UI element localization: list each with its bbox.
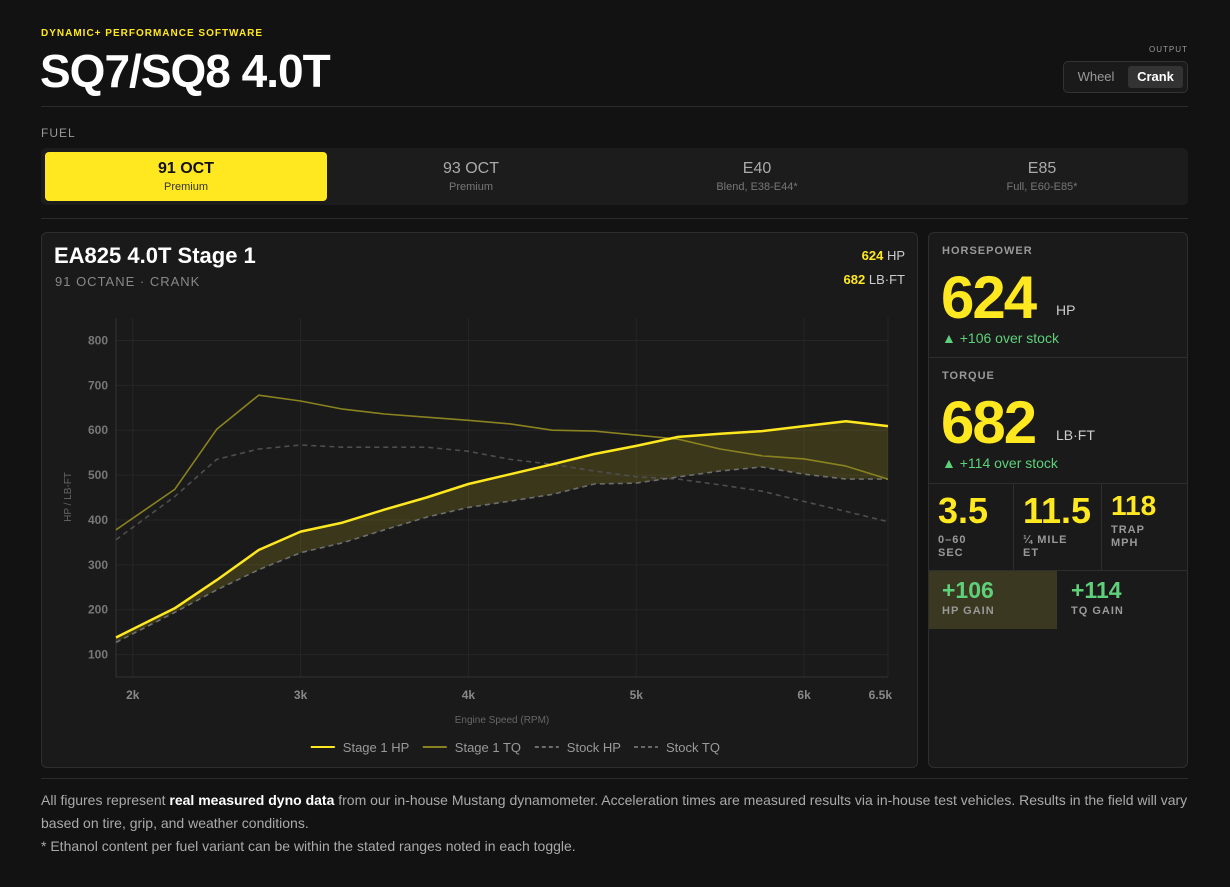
page-title: SQ7/SQ8 4.0T <box>40 45 331 97</box>
y-tick-label: 200 <box>88 603 108 617</box>
series-line <box>115 419 889 639</box>
peak-unit: HP <box>886 248 905 263</box>
x-tick-label: 4k <box>462 688 476 702</box>
chart-panel: EA825 4.0T Stage 1 91 OCTANE · CRANK 624… <box>41 232 918 768</box>
stat-block: TORQUE 682 LB·FT ▲ +114 over stock <box>929 358 1187 484</box>
eyebrow: DYNAMIC+ PERFORMANCE SOFTWARE <box>41 28 264 39</box>
tab-name: E85 <box>1027 160 1057 177</box>
metric-value: 3.5 <box>938 490 989 531</box>
stats-panel: HORSEPOWER 624 HP ▲ +106 over stock TORQ… <box>928 232 1188 768</box>
chart-title: EA825 4.0T Stage 1 <box>54 243 256 268</box>
metric: 3.5 0–60 SEC <box>929 484 1014 571</box>
gain: +106 HP GAIN <box>929 571 1057 629</box>
metric-value: 118 <box>1111 490 1157 521</box>
chart-subtitle: 91 OCTANE · CRANK <box>55 274 201 289</box>
toggle-option[interactable]: Wheel <box>1077 69 1115 84</box>
x-tick-label: 6k <box>797 688 811 702</box>
gain-area <box>116 421 888 643</box>
legend-item: Stage 1 TQ <box>422 740 521 755</box>
gain-value: +106 <box>942 577 994 603</box>
peak-value: 624 <box>861 248 884 263</box>
series-line <box>115 444 889 541</box>
chart: 100 200 300 400 500 600 700 800 2k 3k 4k 5k 6k 6.5k En… <box>63 318 893 755</box>
footer-text: All figures represent <box>41 792 170 808</box>
x-tick-label: 3k <box>294 688 308 702</box>
fuel-tab[interactable]: 91 OCT Premium <box>45 152 327 201</box>
stat-block: HORSEPOWER 624 HP ▲ +106 over stock <box>929 233 1187 358</box>
y-tick-label: 700 <box>88 378 108 392</box>
divider <box>41 218 1188 219</box>
legend-item: Stage 1 HP <box>310 740 410 755</box>
y-tick-label: 500 <box>88 468 108 482</box>
x-tick-label: 5k <box>630 688 644 702</box>
peak-unit: LB·FT <box>868 272 905 287</box>
footer-text: from our in-house Mustang dynamometer. A… <box>41 792 1188 831</box>
x-axis-label: Engine Speed (RPM) <box>455 715 550 726</box>
footer: All figures represent real measured dyno… <box>41 789 1191 858</box>
y-tick-label: 300 <box>88 558 108 572</box>
legend-item: Stock HP <box>534 740 621 755</box>
legend-label: Stage 1 HP <box>343 740 410 755</box>
tab-name: E40 <box>742 160 772 177</box>
tab-sub: Premium <box>163 181 208 193</box>
divider <box>41 778 1188 779</box>
fuel-tab[interactable]: E40 Blend, E38-E44* <box>616 152 898 201</box>
y-tick-label: 600 <box>88 423 108 437</box>
stat-label: TORQUE <box>942 370 995 382</box>
metric-label: TRAP MPH <box>1111 524 1145 549</box>
toggle-option[interactable]: Crank <box>1128 66 1183 88</box>
series-line <box>115 394 889 531</box>
gain-label: HP GAIN <box>942 605 995 617</box>
y-tick-label: 400 <box>88 513 108 527</box>
stat-label: HORSEPOWER <box>942 245 1033 257</box>
tab-name: 93 OCT <box>442 160 499 177</box>
fuel-tabs: 91 OCT Premium 93 OCT Premium E40 Blend, E3… <box>41 148 1188 205</box>
fuel-label: FUEL <box>41 126 76 140</box>
stat-unit: HP <box>1056 302 1076 318</box>
fuel-tab[interactable]: E85 Full, E60-E85* <box>901 152 1183 201</box>
legend-label: Stock TQ <box>666 740 720 755</box>
gain: +114 TQ GAIN <box>1057 571 1187 629</box>
fuel-tab[interactable]: 93 OCT Premium <box>330 152 612 201</box>
legend-item: Stock TQ <box>634 740 720 755</box>
tab-name: 91 OCT <box>157 160 214 177</box>
metric-label: 0–60 SEC <box>938 534 967 559</box>
x-tick-label: 2k <box>126 688 140 702</box>
legend-label: Stock HP <box>567 740 621 755</box>
metric-value: 11.5 <box>1023 490 1092 531</box>
divider <box>41 106 1188 107</box>
tab-sub: Full, E60-E85* <box>1006 181 1078 193</box>
footer-note: * Ethanol content per fuel variant can b… <box>41 838 576 854</box>
metric: 11.5 ¼ MILE ET <box>1014 484 1102 571</box>
y-axis-label: HP / LB-FT <box>63 472 74 522</box>
peak: 682 LB·FT <box>844 272 905 287</box>
gain-label: TQ GAIN <box>1071 605 1124 617</box>
output-toggle: Wheel Crank <box>1063 61 1188 93</box>
legend-label: Stage 1 TQ <box>455 740 521 755</box>
tab-sub: Premium <box>448 181 493 193</box>
series-line <box>115 466 888 644</box>
output-label: OUTPUT <box>1149 45 1188 54</box>
peak: 624 HP <box>862 248 905 263</box>
peak-value: 682 <box>843 272 866 287</box>
gain-value: +114 <box>1071 577 1122 603</box>
metric: 118 TRAP MPH <box>1102 484 1187 571</box>
y-tick-label: 800 <box>88 333 108 347</box>
stat-delta: ▲ +106 over stock <box>942 330 1059 346</box>
stat-delta: ▲ +114 over stock <box>942 455 1058 471</box>
stat-value: 682 <box>941 389 1037 456</box>
y-tick-label: 100 <box>88 648 108 662</box>
stat-unit: LB·FT <box>1056 427 1095 443</box>
x-tick-label: 6.5k <box>869 688 893 702</box>
tab-sub: Blend, E38-E44* <box>716 181 798 193</box>
metric-label: ¼ MILE ET <box>1023 534 1068 559</box>
footer-emphasis: real measured dyno data <box>169 792 335 808</box>
stat-value: 624 <box>941 264 1037 331</box>
